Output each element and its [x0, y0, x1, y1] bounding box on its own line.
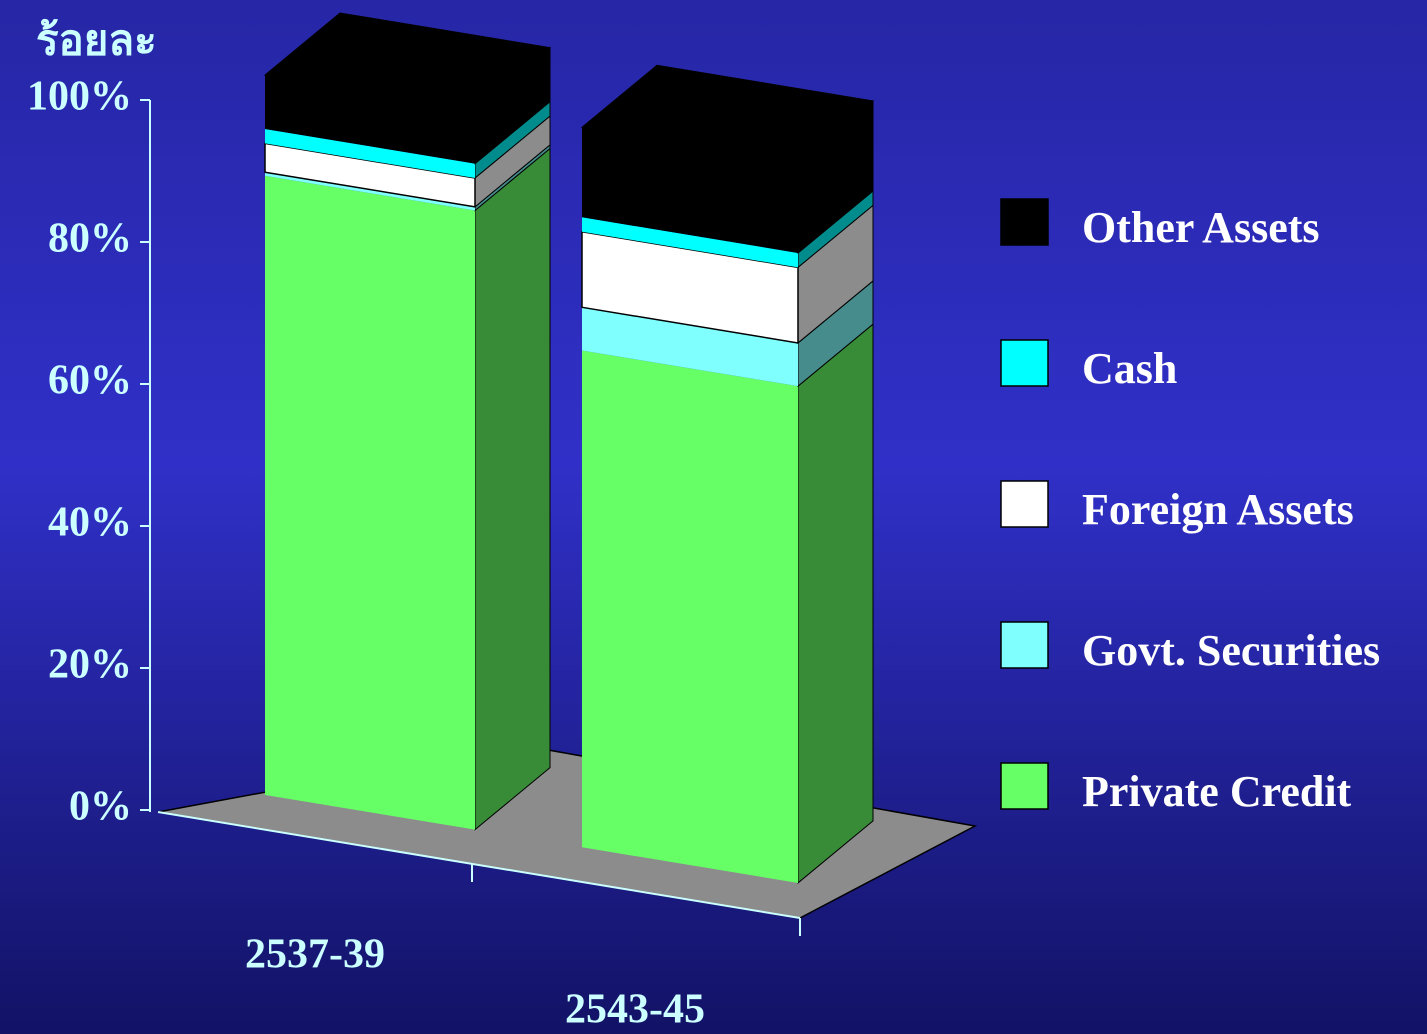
bar-segment	[265, 175, 475, 830]
bar-side	[474, 147, 551, 831]
bar-side	[797, 323, 874, 885]
legend-label: Cash	[1082, 344, 1177, 393]
legend-swatch	[1000, 339, 1049, 387]
y-tick-label: 60%	[48, 358, 132, 404]
x-axis	[157, 811, 801, 919]
legend-label: Foreign Assets	[1082, 485, 1354, 534]
bar-top	[263, 12, 552, 111]
axis-title: ร้อยละ	[36, 19, 157, 65]
bar-top	[580, 64, 875, 164]
ticks: 0% 20% 40% 60% 80% 100%	[27, 74, 150, 830]
bar-segment	[265, 129, 475, 179]
y-tick-label: 20%	[48, 642, 132, 688]
bar-segment	[265, 172, 475, 211]
y-tick-label: 40%	[48, 500, 132, 546]
x-tick-label: 2543-45	[565, 987, 705, 1033]
bars	[263, 12, 875, 885]
legend: Other Assets Cash Foreign Assets Govt. Secu…	[1000, 198, 1380, 816]
y-tick-label: 80%	[48, 216, 132, 262]
legend-label: Other Assets	[1082, 203, 1320, 252]
bar-segment	[582, 217, 798, 268]
bar-segment	[582, 350, 798, 883]
bar-segment	[265, 75, 475, 164]
legend-label: Private Credit	[1082, 767, 1352, 816]
x-tick-label: 2537-39	[245, 932, 385, 978]
legend-swatch	[1000, 480, 1049, 528]
legend-swatch	[1000, 198, 1049, 246]
y-tick-label: 0%	[69, 784, 132, 830]
bar-segment	[582, 127, 798, 253]
legend-swatch	[1000, 621, 1049, 669]
y-tick-label: 100%	[27, 74, 132, 120]
bar-segment	[582, 307, 798, 387]
legend-swatch	[1000, 762, 1049, 810]
legend-label: Govt. Securities	[1082, 626, 1380, 675]
